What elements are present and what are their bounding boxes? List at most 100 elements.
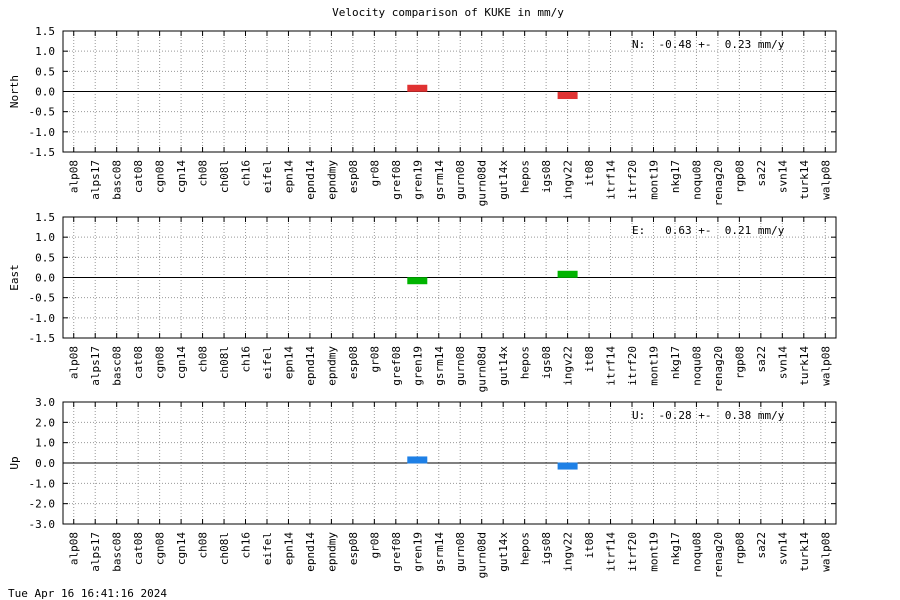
y-tick-label: 0.0 bbox=[35, 457, 55, 470]
marker bbox=[407, 277, 428, 285]
x-tick-label: epn14 bbox=[282, 346, 295, 379]
x-tick-label: mont19 bbox=[647, 160, 660, 200]
x-tick-label: it08 bbox=[583, 346, 596, 373]
x-tick-label: cgn14 bbox=[175, 160, 188, 193]
y-tick-label: 1.0 bbox=[35, 437, 55, 450]
x-tick-label: cat08 bbox=[132, 160, 145, 193]
x-tick-label: gurn08 bbox=[454, 160, 467, 200]
x-tick-label: ch08l bbox=[218, 160, 231, 193]
y-tick-label: -1.0 bbox=[29, 312, 56, 325]
x-tick-label: alps17 bbox=[89, 160, 102, 200]
x-tick-label: epndmy bbox=[325, 532, 338, 572]
x-tick-label: eifel bbox=[261, 160, 274, 193]
x-tick-label: cgn14 bbox=[175, 346, 188, 379]
x-tick-label: turk14 bbox=[798, 160, 811, 200]
x-tick-label: ingv22 bbox=[562, 160, 575, 200]
x-tick-label: gren19 bbox=[411, 532, 424, 572]
x-tick-label: igs08 bbox=[540, 160, 553, 193]
x-tick-label: gsrm14 bbox=[433, 346, 446, 386]
x-tick-label: itrf14 bbox=[605, 532, 618, 572]
x-tick-label: cgn08 bbox=[154, 160, 167, 193]
x-tick-label: turk14 bbox=[798, 532, 811, 572]
x-tick-label: gurn08d bbox=[476, 532, 489, 578]
x-tick-label: epn14 bbox=[282, 160, 295, 193]
x-tick-label: itrf20 bbox=[626, 160, 639, 200]
x-tick-label: noqu08 bbox=[690, 532, 703, 572]
x-tick-label: sa22 bbox=[755, 532, 768, 559]
x-tick-label: walp08 bbox=[819, 160, 832, 200]
x-tick-label: ch08 bbox=[197, 532, 210, 559]
y-tick-label: -2.0 bbox=[29, 498, 56, 511]
y-axis-label: Up bbox=[8, 456, 21, 469]
y-tick-label: 0.0 bbox=[35, 272, 55, 285]
x-tick-label: renag20 bbox=[712, 346, 725, 392]
x-tick-label: turk14 bbox=[798, 346, 811, 386]
x-tick-label: gurn08 bbox=[454, 532, 467, 572]
x-tick-label: ch16 bbox=[240, 532, 253, 559]
x-tick-label: ch16 bbox=[240, 160, 253, 187]
x-tick-label: eifel bbox=[261, 346, 274, 379]
x-tick-label: itrf14 bbox=[605, 160, 618, 200]
x-tick-label: itrf14 bbox=[605, 346, 618, 386]
y-tick-label: 1.5 bbox=[35, 211, 55, 224]
y-axis-label: East bbox=[8, 264, 21, 291]
x-tick-label: svn14 bbox=[776, 160, 789, 193]
x-tick-label: gr08 bbox=[368, 532, 381, 559]
x-tick-label: rgp08 bbox=[733, 532, 746, 565]
x-tick-label: it08 bbox=[583, 160, 596, 187]
x-tick-label: epnd14 bbox=[304, 160, 317, 200]
marker bbox=[557, 92, 578, 100]
x-tick-label: walp08 bbox=[819, 532, 832, 572]
x-tick-label: walp08 bbox=[819, 346, 832, 386]
x-tick-label: epnd14 bbox=[304, 346, 317, 386]
x-tick-label: ingv22 bbox=[562, 532, 575, 572]
x-tick-label: esp08 bbox=[347, 346, 360, 379]
x-tick-label: sa22 bbox=[755, 160, 768, 187]
x-tick-label: it08 bbox=[583, 532, 596, 559]
x-tick-label: cgn08 bbox=[154, 346, 167, 379]
x-tick-label: renag20 bbox=[712, 532, 725, 578]
marker bbox=[407, 456, 428, 464]
x-tick-label: noqu08 bbox=[690, 160, 703, 200]
x-tick-label: gren19 bbox=[411, 160, 424, 200]
marker bbox=[557, 462, 578, 470]
x-tick-label: gsrm14 bbox=[433, 160, 446, 200]
y-tick-label: -0.5 bbox=[29, 106, 56, 119]
x-tick-label: esp08 bbox=[347, 160, 360, 193]
x-tick-label: gurn08d bbox=[476, 346, 489, 392]
x-tick-label: esp08 bbox=[347, 532, 360, 565]
x-tick-label: cgn08 bbox=[154, 532, 167, 565]
y-tick-label: -1.0 bbox=[29, 126, 56, 139]
x-tick-label: eifel bbox=[261, 532, 274, 565]
plot-frame bbox=[62, 30, 837, 153]
y-tick-label: 0.5 bbox=[35, 65, 55, 78]
y-tick-label: -1.5 bbox=[29, 146, 56, 159]
x-tick-label: gut14x bbox=[497, 532, 510, 572]
x-tick-label: alps17 bbox=[89, 346, 102, 386]
x-tick-label: gurn08d bbox=[476, 160, 489, 206]
plot-frame bbox=[62, 216, 837, 339]
x-tick-label: gref08 bbox=[390, 346, 403, 386]
annotation: N: -0.48 +- 0.23 mm/y bbox=[632, 38, 785, 51]
x-tick-label: basc08 bbox=[111, 532, 124, 572]
x-tick-label: alps17 bbox=[89, 532, 102, 572]
x-tick-label: noqu08 bbox=[690, 346, 703, 386]
x-tick-label: rgp08 bbox=[733, 160, 746, 193]
x-tick-label: cat08 bbox=[132, 532, 145, 565]
annotation: U: -0.28 +- 0.38 mm/y bbox=[632, 409, 785, 422]
y-tick-label: 0.5 bbox=[35, 251, 55, 264]
x-tick-label: basc08 bbox=[111, 160, 124, 200]
y-tick-label: 1.5 bbox=[35, 25, 55, 38]
x-tick-label: epn14 bbox=[282, 532, 295, 565]
plot-frame bbox=[62, 401, 837, 525]
y-tick-label: -0.5 bbox=[29, 292, 56, 305]
x-tick-label: gurn08 bbox=[454, 346, 467, 386]
y-tick-label: 3.0 bbox=[35, 396, 55, 409]
y-tick-label: 2.0 bbox=[35, 416, 55, 429]
x-tick-label: alp08 bbox=[68, 346, 81, 379]
y-tick-label: -1.5 bbox=[29, 332, 56, 345]
x-tick-label: itrf20 bbox=[626, 346, 639, 386]
x-tick-label: cgn14 bbox=[175, 532, 188, 565]
y-tick-label: 1.0 bbox=[35, 231, 55, 244]
x-tick-label: alp08 bbox=[68, 532, 81, 565]
